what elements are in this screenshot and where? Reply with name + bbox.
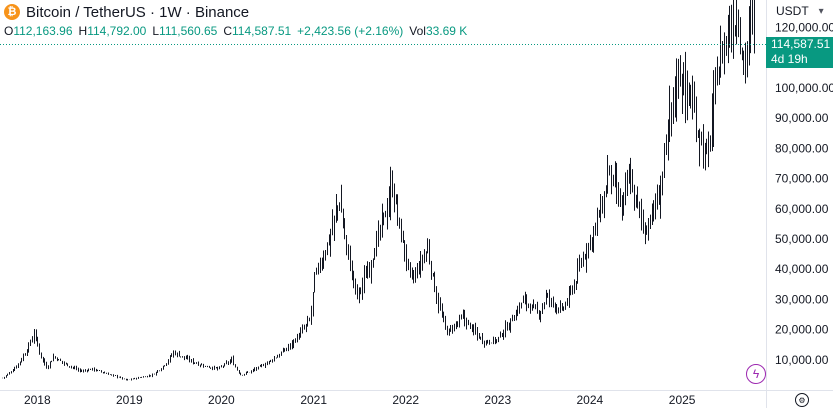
open-value: 112,163.96 — [13, 24, 73, 38]
bar-countdown: 4d 19h — [771, 52, 808, 66]
y-tick-label: 60,000.00 — [775, 202, 829, 216]
y-tick-label: 70,000.00 — [775, 172, 829, 186]
last-price-value: 114,587.51 — [771, 37, 831, 51]
y-tick-label: 90,000.00 — [775, 111, 829, 125]
x-tick-label: 2018 — [24, 393, 51, 407]
x-tick-label: 2019 — [116, 393, 143, 407]
x-tick-label: 2025 — [669, 393, 696, 407]
chevron-down-icon: ▾ — [818, 5, 824, 17]
y-tick-label: 20,000.00 — [775, 323, 829, 337]
high-label: H — [78, 24, 88, 38]
x-tick-label: 2020 — [208, 393, 235, 407]
y-tick-label: 30,000.00 — [775, 292, 829, 306]
y-tick-label: 80,000.00 — [775, 141, 829, 155]
x-tick-label: 2021 — [300, 393, 327, 407]
symbol-legend: ₿ Bitcoin / TetherUS · 1W · Binance O 112… — [4, 2, 473, 42]
x-tick-label: 2024 — [576, 393, 603, 407]
gear-icon[interactable]: ⚙ — [795, 393, 809, 407]
high-value: 114,792.00 — [87, 24, 147, 38]
close-value: 114,587.51 — [232, 24, 292, 38]
last-price-badge: 114,587.51 4d 19h — [766, 37, 833, 68]
currency-label: USDT — [776, 4, 809, 18]
bitcoin-icon: ₿ — [4, 4, 20, 20]
close-label: C — [223, 24, 232, 38]
y-tick-label: 50,000.00 — [775, 232, 829, 246]
ohlc-values: O 112,163.96 H 114,792.00 L 111,560.65 C 114… — [4, 22, 473, 40]
y-tick-label: 120,000.00 — [775, 21, 833, 35]
change-value: +2,423.56 (+2.16%) — [297, 24, 404, 38]
low-label: L — [152, 24, 160, 38]
x-tick-label: 2023 — [484, 393, 511, 407]
low-value: 111,560.65 — [159, 24, 218, 38]
x-tick-label: 2022 — [392, 393, 419, 407]
y-tick-label: 100,000.00 — [775, 81, 833, 95]
bolt-icon[interactable]: ϟ — [746, 364, 766, 384]
currency-selector[interactable]: USDT ▾ — [768, 0, 833, 22]
y-tick-label: 10,000.00 — [775, 353, 829, 367]
y-tick-label: 40,000.00 — [775, 262, 829, 276]
volume-label: Vol — [409, 24, 426, 38]
volume-value: 33.69 K — [425, 24, 468, 38]
symbol-title[interactable]: Bitcoin / TetherUS · 1W · Binance — [26, 3, 250, 21]
open-label: O — [4, 24, 14, 38]
